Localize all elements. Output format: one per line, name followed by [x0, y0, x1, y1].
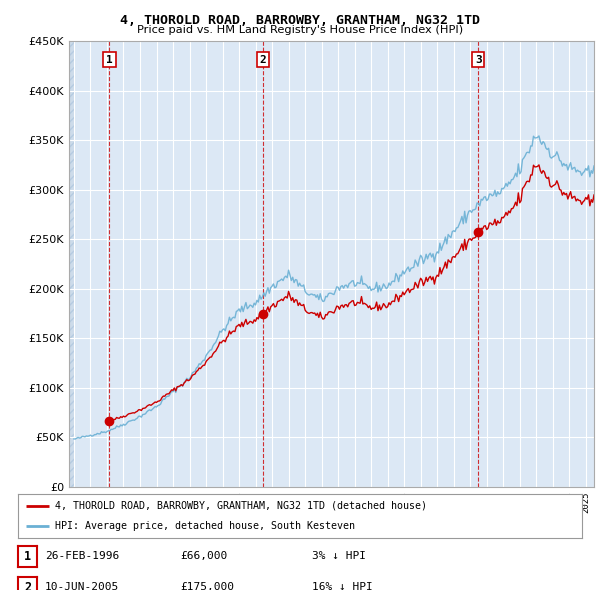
Text: 16% ↓ HPI: 16% ↓ HPI	[312, 582, 373, 590]
Text: 26-FEB-1996: 26-FEB-1996	[45, 552, 119, 561]
Text: 2: 2	[24, 581, 31, 590]
Text: 3: 3	[475, 55, 482, 65]
Text: 4, THOROLD ROAD, BARROWBY, GRANTHAM, NG32 1TD (detached house): 4, THOROLD ROAD, BARROWBY, GRANTHAM, NG3…	[55, 501, 427, 511]
Text: 3% ↓ HPI: 3% ↓ HPI	[312, 552, 366, 561]
Text: £66,000: £66,000	[180, 552, 227, 561]
Bar	[69, 41, 74, 487]
Text: 4, THOROLD ROAD, BARROWBY, GRANTHAM, NG32 1TD: 4, THOROLD ROAD, BARROWBY, GRANTHAM, NG3…	[120, 14, 480, 27]
Text: 10-JUN-2005: 10-JUN-2005	[45, 582, 119, 590]
Text: 1: 1	[24, 550, 31, 563]
Text: £175,000: £175,000	[180, 582, 234, 590]
Text: 1: 1	[106, 55, 113, 65]
Text: Price paid vs. HM Land Registry's House Price Index (HPI): Price paid vs. HM Land Registry's House …	[137, 25, 463, 35]
Text: 2: 2	[260, 55, 266, 65]
Text: HPI: Average price, detached house, South Kesteven: HPI: Average price, detached house, Sout…	[55, 521, 355, 531]
